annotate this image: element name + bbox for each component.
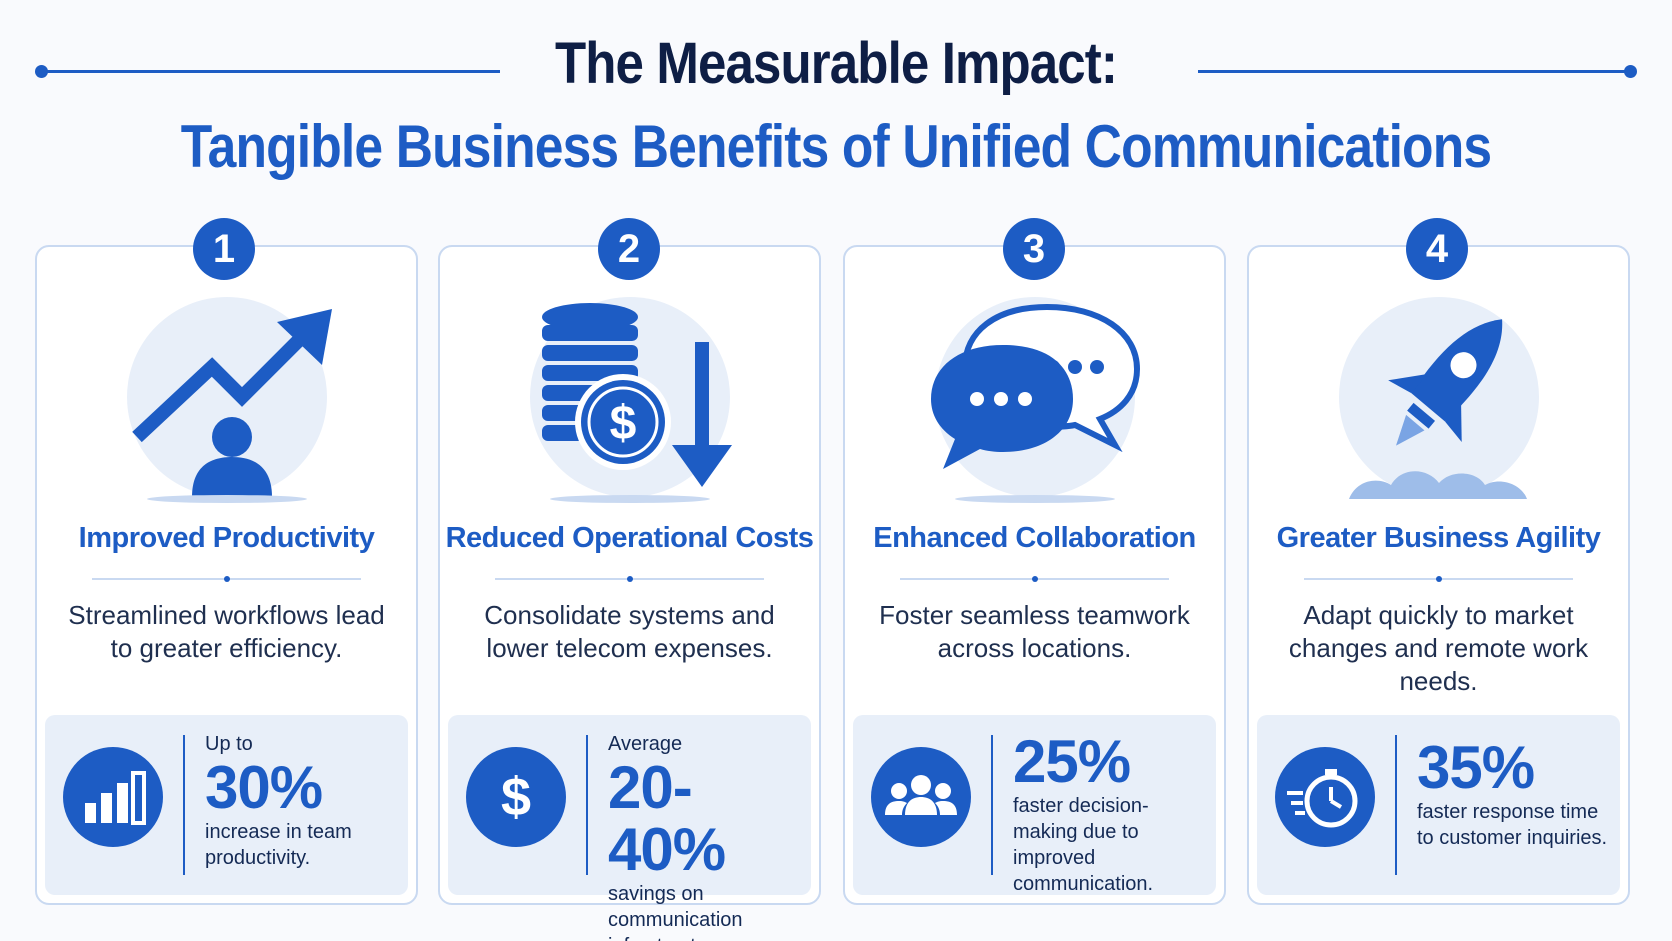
card-title: Improved Productivity [78, 522, 375, 554]
coins-dollar-down-arrow-icon: $ [520, 287, 740, 507]
divider [900, 576, 1169, 582]
stat-panel: $ Average 20-40% savings on communicatio… [448, 715, 811, 941]
dollar-icon: $ [466, 747, 566, 847]
card-number-badge: 3 [1003, 218, 1065, 280]
benefit-card-costs: $ Reduced Operational Costs Consolidate … [438, 245, 821, 941]
benefit-card-agility: Greater Business Agility Adapt quickly t… [1247, 245, 1630, 905]
divider [1304, 576, 1573, 582]
stat-panel: Up to 30% increase in team productivity. [45, 715, 408, 895]
rocket-icon [1329, 287, 1549, 507]
stat-prefix: Average [608, 733, 683, 755]
stat-note: faster response time to customer inquiri… [1417, 801, 1608, 849]
card-title: Reduced Operational Costs [445, 522, 814, 554]
stat-note: savings on communication infrastructure. [608, 883, 743, 941]
stat-separator [1395, 735, 1397, 875]
stat-value: 35% [1417, 734, 1535, 801]
card-description: Streamlined workflows lead to greater ef… [68, 600, 385, 663]
stat-separator [586, 735, 588, 875]
stat-note: faster decision-making due to improved c… [1013, 795, 1154, 895]
stopwatch-icon [1275, 747, 1375, 847]
card-number-badge: 2 [598, 218, 660, 280]
benefit-card-collaboration: Enhanced Collaboration Foster seamless t… [843, 245, 1226, 905]
page-subtitle: Tangible Business Benefits of Unified Co… [180, 113, 1492, 180]
card-title: Enhanced Collaboration [873, 522, 1196, 554]
team-icon [871, 747, 971, 847]
stat-value: 20-40% [608, 754, 726, 883]
card-description: Foster seamless teamwork across location… [879, 600, 1190, 663]
benefit-card-productivity: Improved Productivity Streamlined workfl… [35, 245, 418, 905]
header-rule-right [1198, 70, 1632, 73]
bar-chart-icon [63, 747, 163, 847]
header-dot-right [1624, 65, 1637, 78]
card-description: Consolidate systems and lower telecom ex… [484, 600, 775, 663]
page-title: The Measurable Impact: [554, 31, 1118, 96]
svg-text:$: $ [609, 397, 636, 450]
stat-separator [183, 735, 185, 875]
divider [495, 576, 764, 582]
svg-text:$: $ [501, 767, 531, 827]
header-rule-left [40, 70, 500, 73]
trend-arrow-person-icon [117, 287, 337, 507]
stat-panel: 35% faster response time to customer inq… [1257, 715, 1620, 895]
divider [92, 576, 361, 582]
chat-bubbles-icon [925, 287, 1145, 507]
card-number-badge: 4 [1406, 218, 1468, 280]
stat-note: increase in team productivity. [205, 821, 352, 869]
stat-value: 30% [205, 754, 323, 821]
card-title: Greater Business Agility [1276, 522, 1601, 554]
stat-value: 25% [1013, 728, 1131, 795]
card-number-badge: 1 [193, 218, 255, 280]
stat-panel: 25% faster decision-making due to improv… [853, 715, 1216, 895]
card-description: Adapt quickly to market changes and remo… [1288, 600, 1589, 696]
stat-prefix: Up to [205, 733, 253, 755]
stat-separator [991, 735, 993, 875]
